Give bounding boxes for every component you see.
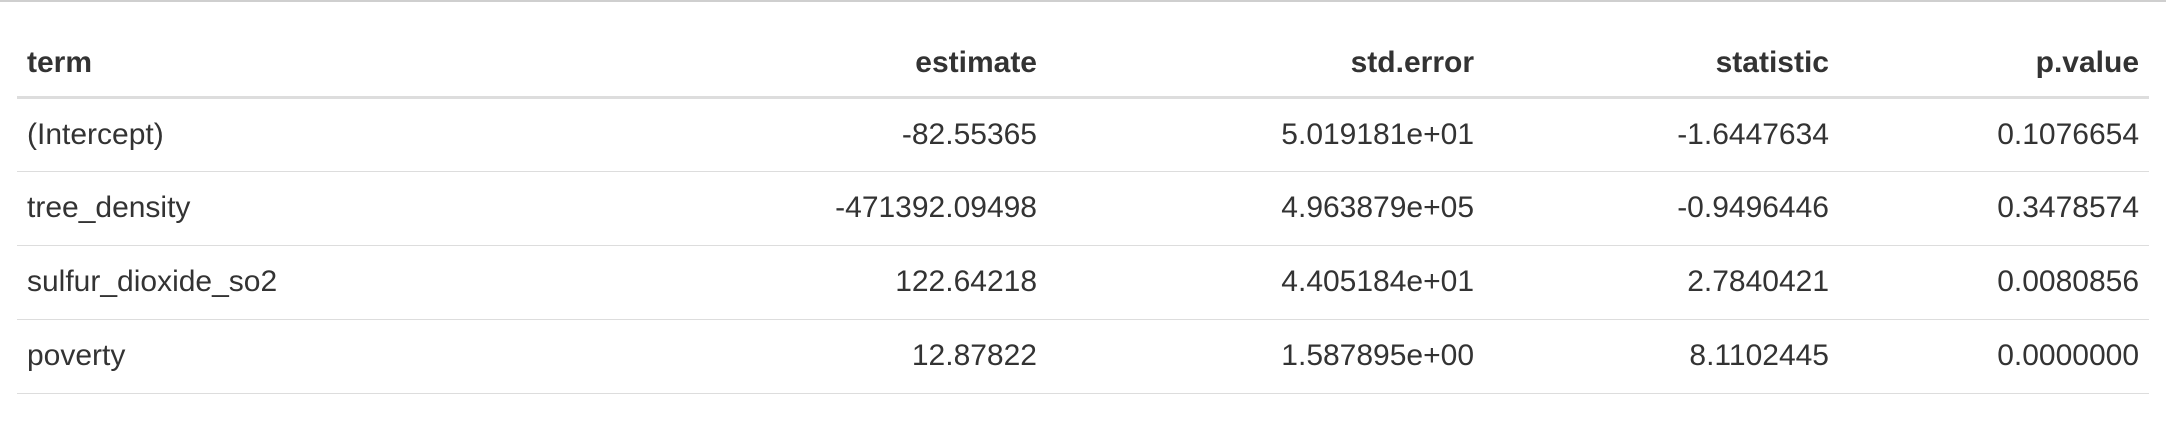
cell-estimate: -82.55365: [437, 97, 1047, 172]
cell-term: tree_density: [17, 171, 437, 246]
cell-std-error: 4.405184e+01: [1047, 245, 1484, 320]
cell-term: sulfur_dioxide_so2: [17, 245, 437, 320]
table-row: sulfur_dioxide_so2 122.64218 4.405184e+0…: [17, 245, 2149, 320]
header-std-error: std.error: [1047, 0, 1484, 99]
cell-std-error: 4.963879e+05: [1047, 171, 1484, 246]
cell-p-value: 0.3478574: [1839, 171, 2149, 246]
cell-estimate: -471392.09498: [437, 171, 1047, 246]
cell-p-value: 0.0080856: [1839, 245, 2149, 320]
cell-p-value: 0.1076654: [1839, 97, 2149, 172]
cell-estimate: 122.64218: [437, 245, 1047, 320]
header-estimate: estimate: [437, 0, 1047, 99]
cell-estimate: 12.87822: [437, 319, 1047, 394]
header-p-value: p.value: [1839, 0, 2149, 99]
table-header: term estimate std.error statistic p.valu…: [17, 0, 2149, 99]
table-body: (Intercept) -82.55365 5.019181e+01 -1.64…: [17, 97, 2149, 394]
cell-statistic: 8.1102445: [1484, 319, 1839, 394]
header-term: term: [17, 0, 437, 99]
cell-std-error: 1.587895e+00: [1047, 319, 1484, 394]
table-row: tree_density -471392.09498 4.963879e+05 …: [17, 171, 2149, 246]
cell-term: poverty: [17, 319, 437, 394]
cell-std-error: 5.019181e+01: [1047, 97, 1484, 172]
table-row: (Intercept) -82.55365 5.019181e+01 -1.64…: [17, 97, 2149, 172]
header-row: term estimate std.error statistic p.valu…: [17, 0, 2149, 99]
cell-statistic: -0.9496446: [1484, 171, 1839, 246]
cell-statistic: -1.6447634: [1484, 97, 1839, 172]
cell-p-value: 0.0000000: [1839, 319, 2149, 394]
regression-results-table: term estimate std.error statistic p.valu…: [17, 0, 2149, 394]
table-row: poverty 12.87822 1.587895e+00 8.1102445 …: [17, 319, 2149, 394]
cell-statistic: 2.7840421: [1484, 245, 1839, 320]
cell-term: (Intercept): [17, 97, 437, 172]
header-statistic: statistic: [1484, 0, 1839, 99]
